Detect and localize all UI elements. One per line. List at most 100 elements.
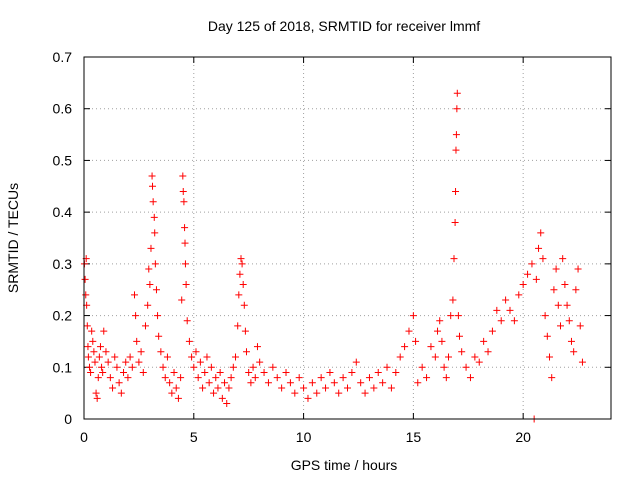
data-point [260,368,268,376]
data-point [218,394,226,402]
data-point [352,358,360,366]
data-point [102,348,110,356]
data-point [396,353,404,361]
axis-ticks: 0 0.1 0.2 0.3 0.4 0.5 0.6 0.7 0 5 10 15 20 [53,49,611,445]
data-point [273,374,281,382]
data-point [447,312,455,320]
data-point [168,389,176,397]
data-point [117,389,125,397]
data-point [537,229,545,237]
data-point [98,363,106,371]
data-point [291,389,299,397]
y-axis-label: SRMTID / TECUs [5,183,21,293]
data-point [445,353,453,361]
y-tick-label: 0.5 [53,152,73,168]
data-point [207,363,215,371]
data-point [247,379,255,387]
data-point [83,322,91,330]
data-point [194,374,202,382]
data-point [174,394,182,402]
data-point [510,317,518,325]
data-point [278,384,286,392]
data-point [454,312,462,320]
data-point [357,379,365,387]
data-point [154,312,162,320]
y-tick-label: 0.2 [53,308,73,324]
data-point [124,374,132,382]
data-point [139,368,147,376]
data-point [249,363,257,371]
data-point [177,374,185,382]
y-tick-label: 0 [64,411,72,427]
data-point [335,389,343,397]
data-point [166,379,174,387]
data-point [147,244,155,252]
data-point [541,312,549,320]
y-tick-label: 0.4 [53,204,73,220]
data-point [412,337,420,345]
data-point [535,244,543,252]
data-point [361,389,369,397]
data-point [240,301,248,309]
data-point [524,270,532,278]
data-point [115,379,123,387]
data-point [170,368,178,376]
data-point [563,301,571,309]
data-point [159,363,167,371]
data-point [574,265,582,273]
data-point [322,384,330,392]
data-point [205,379,213,387]
data-point [92,389,100,397]
data-point [552,265,560,273]
data-point [237,255,245,263]
data-point [183,317,191,325]
data-point [242,348,250,356]
data-point [141,322,149,330]
data-point [212,374,220,382]
data-point [234,322,242,330]
data-point [502,296,510,304]
data-point [91,358,99,366]
data-point [131,291,139,299]
data-point [379,379,387,387]
data-point [148,172,156,180]
x-tick-label: 5 [190,429,198,445]
data-point [135,358,143,366]
data-point [431,353,439,361]
data-point [559,255,567,263]
data-point [449,296,457,304]
data-point [225,384,233,392]
data-point [387,384,395,392]
data-point [344,384,351,392]
data-point [532,275,540,283]
data-point [438,337,446,345]
data-point [120,368,128,376]
data-point [238,260,246,268]
data-point [178,296,186,304]
data-point [84,353,92,361]
data-point [546,353,554,361]
data-point [82,291,90,299]
data-point [126,353,134,361]
data-point [405,327,413,335]
data-point [561,281,569,289]
data-point [89,337,97,345]
data-point [452,187,460,195]
data-point [151,229,159,237]
data-point [409,312,417,320]
data-point [179,187,187,195]
data-point [179,172,187,180]
data-point [96,343,104,351]
data-point [458,348,466,356]
data-point [128,363,136,371]
data-point [180,198,188,206]
data-point [339,374,347,382]
data-point [295,374,303,382]
data-point [515,291,523,299]
data-point [436,317,444,325]
data-point [326,368,334,376]
data-point [480,337,488,345]
data-point [313,389,321,397]
data-point [232,353,240,361]
